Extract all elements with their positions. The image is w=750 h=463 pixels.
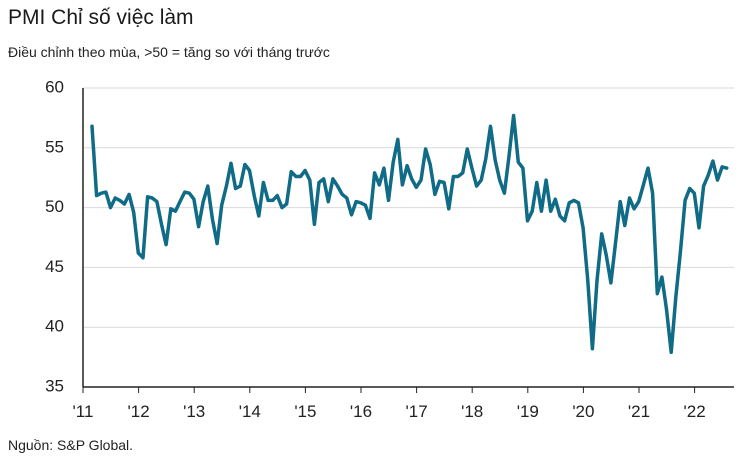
x-tick-label: '20 — [572, 402, 594, 421]
chart-title: PMI Chỉ số việc làm — [8, 6, 194, 29]
x-tick-label: '15 — [294, 402, 316, 421]
x-tick-label: '14 — [239, 402, 261, 421]
y-tick-label: 35 — [45, 376, 64, 395]
chart-subtitle: Điều chỉnh theo mùa, >50 = tăng so với t… — [8, 44, 330, 60]
x-tick-label: '17 — [406, 402, 428, 421]
y-tick-label: 50 — [45, 197, 64, 216]
x-tick-label: '18 — [461, 402, 483, 421]
x-tick-label: '16 — [350, 402, 372, 421]
x-tick-label: '21 — [628, 402, 650, 421]
x-tick-label: '19 — [517, 402, 539, 421]
y-tick-label: 40 — [45, 317, 64, 336]
y-tick-label: 55 — [45, 137, 64, 156]
x-tick-label: '11 — [73, 402, 94, 421]
y-tick-label: 45 — [45, 257, 64, 276]
x-tick-label: '12 — [128, 402, 150, 421]
x-tick-label: '22 — [684, 402, 706, 421]
employment-index-line — [90, 113, 729, 355]
source-note: Nguồn: S&P Global. — [8, 437, 134, 453]
y-tick-label: 60 — [45, 77, 64, 96]
x-tick-label: '13 — [183, 402, 205, 421]
